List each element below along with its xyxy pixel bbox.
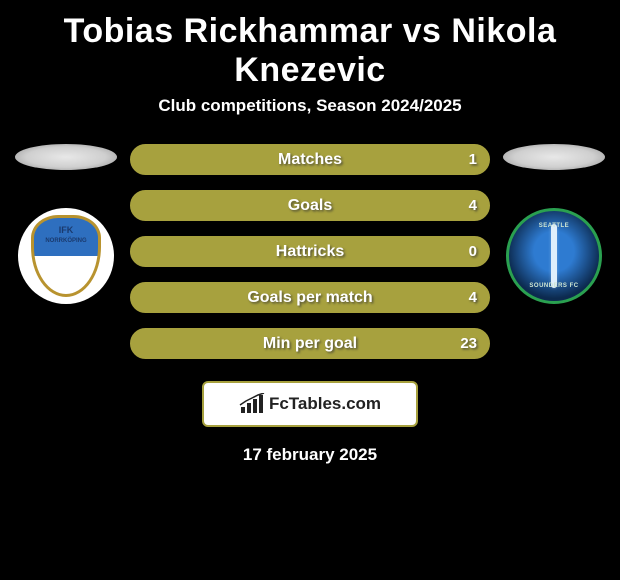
- avatar-shadow-right: [503, 144, 605, 170]
- right-player-column: SEATTLE SOUNDERS FC: [500, 144, 608, 304]
- avatar-shadow-left: [15, 144, 117, 170]
- stat-label: Hattricks: [276, 243, 344, 261]
- stat-value-right: 23: [460, 335, 477, 352]
- right-club-badge: SEATTLE SOUNDERS FC: [506, 208, 602, 304]
- stats-list: Matches 1 Goals 4 Hattricks 0 Goals per match 4…: [130, 144, 490, 359]
- space-needle-icon: [551, 224, 557, 288]
- right-club-text-top: SEATTLE: [539, 223, 569, 229]
- stat-label: Goals per match: [247, 289, 372, 307]
- brand-box: FcTables.com: [202, 381, 418, 427]
- left-club-badge-text: IFK NORRKÖPING: [45, 218, 86, 245]
- comparison-title: Tobias Rickhammar vs Nikola Knezevic: [0, 4, 620, 96]
- left-club-shield: IFK NORRKÖPING: [31, 215, 101, 297]
- snapshot-date: 17 february 2025: [0, 445, 620, 465]
- stat-value-right: 4: [469, 289, 477, 306]
- stat-row: Goals per match 4: [130, 282, 490, 313]
- stat-value-right: 4: [469, 197, 477, 214]
- left-club-badge-bottom: NORRKÖPING: [45, 238, 86, 244]
- stat-row: Goals 4: [130, 190, 490, 221]
- comparison-body: IFK NORRKÖPING Matches 1 Goals 4 Hattricks 0 G…: [0, 144, 620, 359]
- stat-row: Min per goal 23: [130, 328, 490, 359]
- stat-value-right: 0: [469, 243, 477, 260]
- stat-label: Goals: [288, 197, 332, 215]
- stat-label: Min per goal: [263, 335, 357, 353]
- right-club-text-bottom: SOUNDERS FC: [529, 283, 578, 289]
- stat-value-right: 1: [469, 151, 477, 168]
- left-player-column: IFK NORRKÖPING: [12, 144, 120, 304]
- left-club-badge-top: IFK: [59, 225, 74, 235]
- stat-row: Matches 1: [130, 144, 490, 175]
- stat-row: Hattricks 0: [130, 236, 490, 267]
- brand-label: FcTables.com: [269, 394, 381, 414]
- stat-label: Matches: [278, 151, 342, 169]
- infographic-root: Tobias Rickhammar vs Nikola Knezevic Clu…: [0, 0, 620, 465]
- bar-chart-icon: [239, 393, 265, 415]
- left-club-badge: IFK NORRKÖPING: [18, 208, 114, 304]
- comparison-subtitle: Club competitions, Season 2024/2025: [0, 96, 620, 116]
